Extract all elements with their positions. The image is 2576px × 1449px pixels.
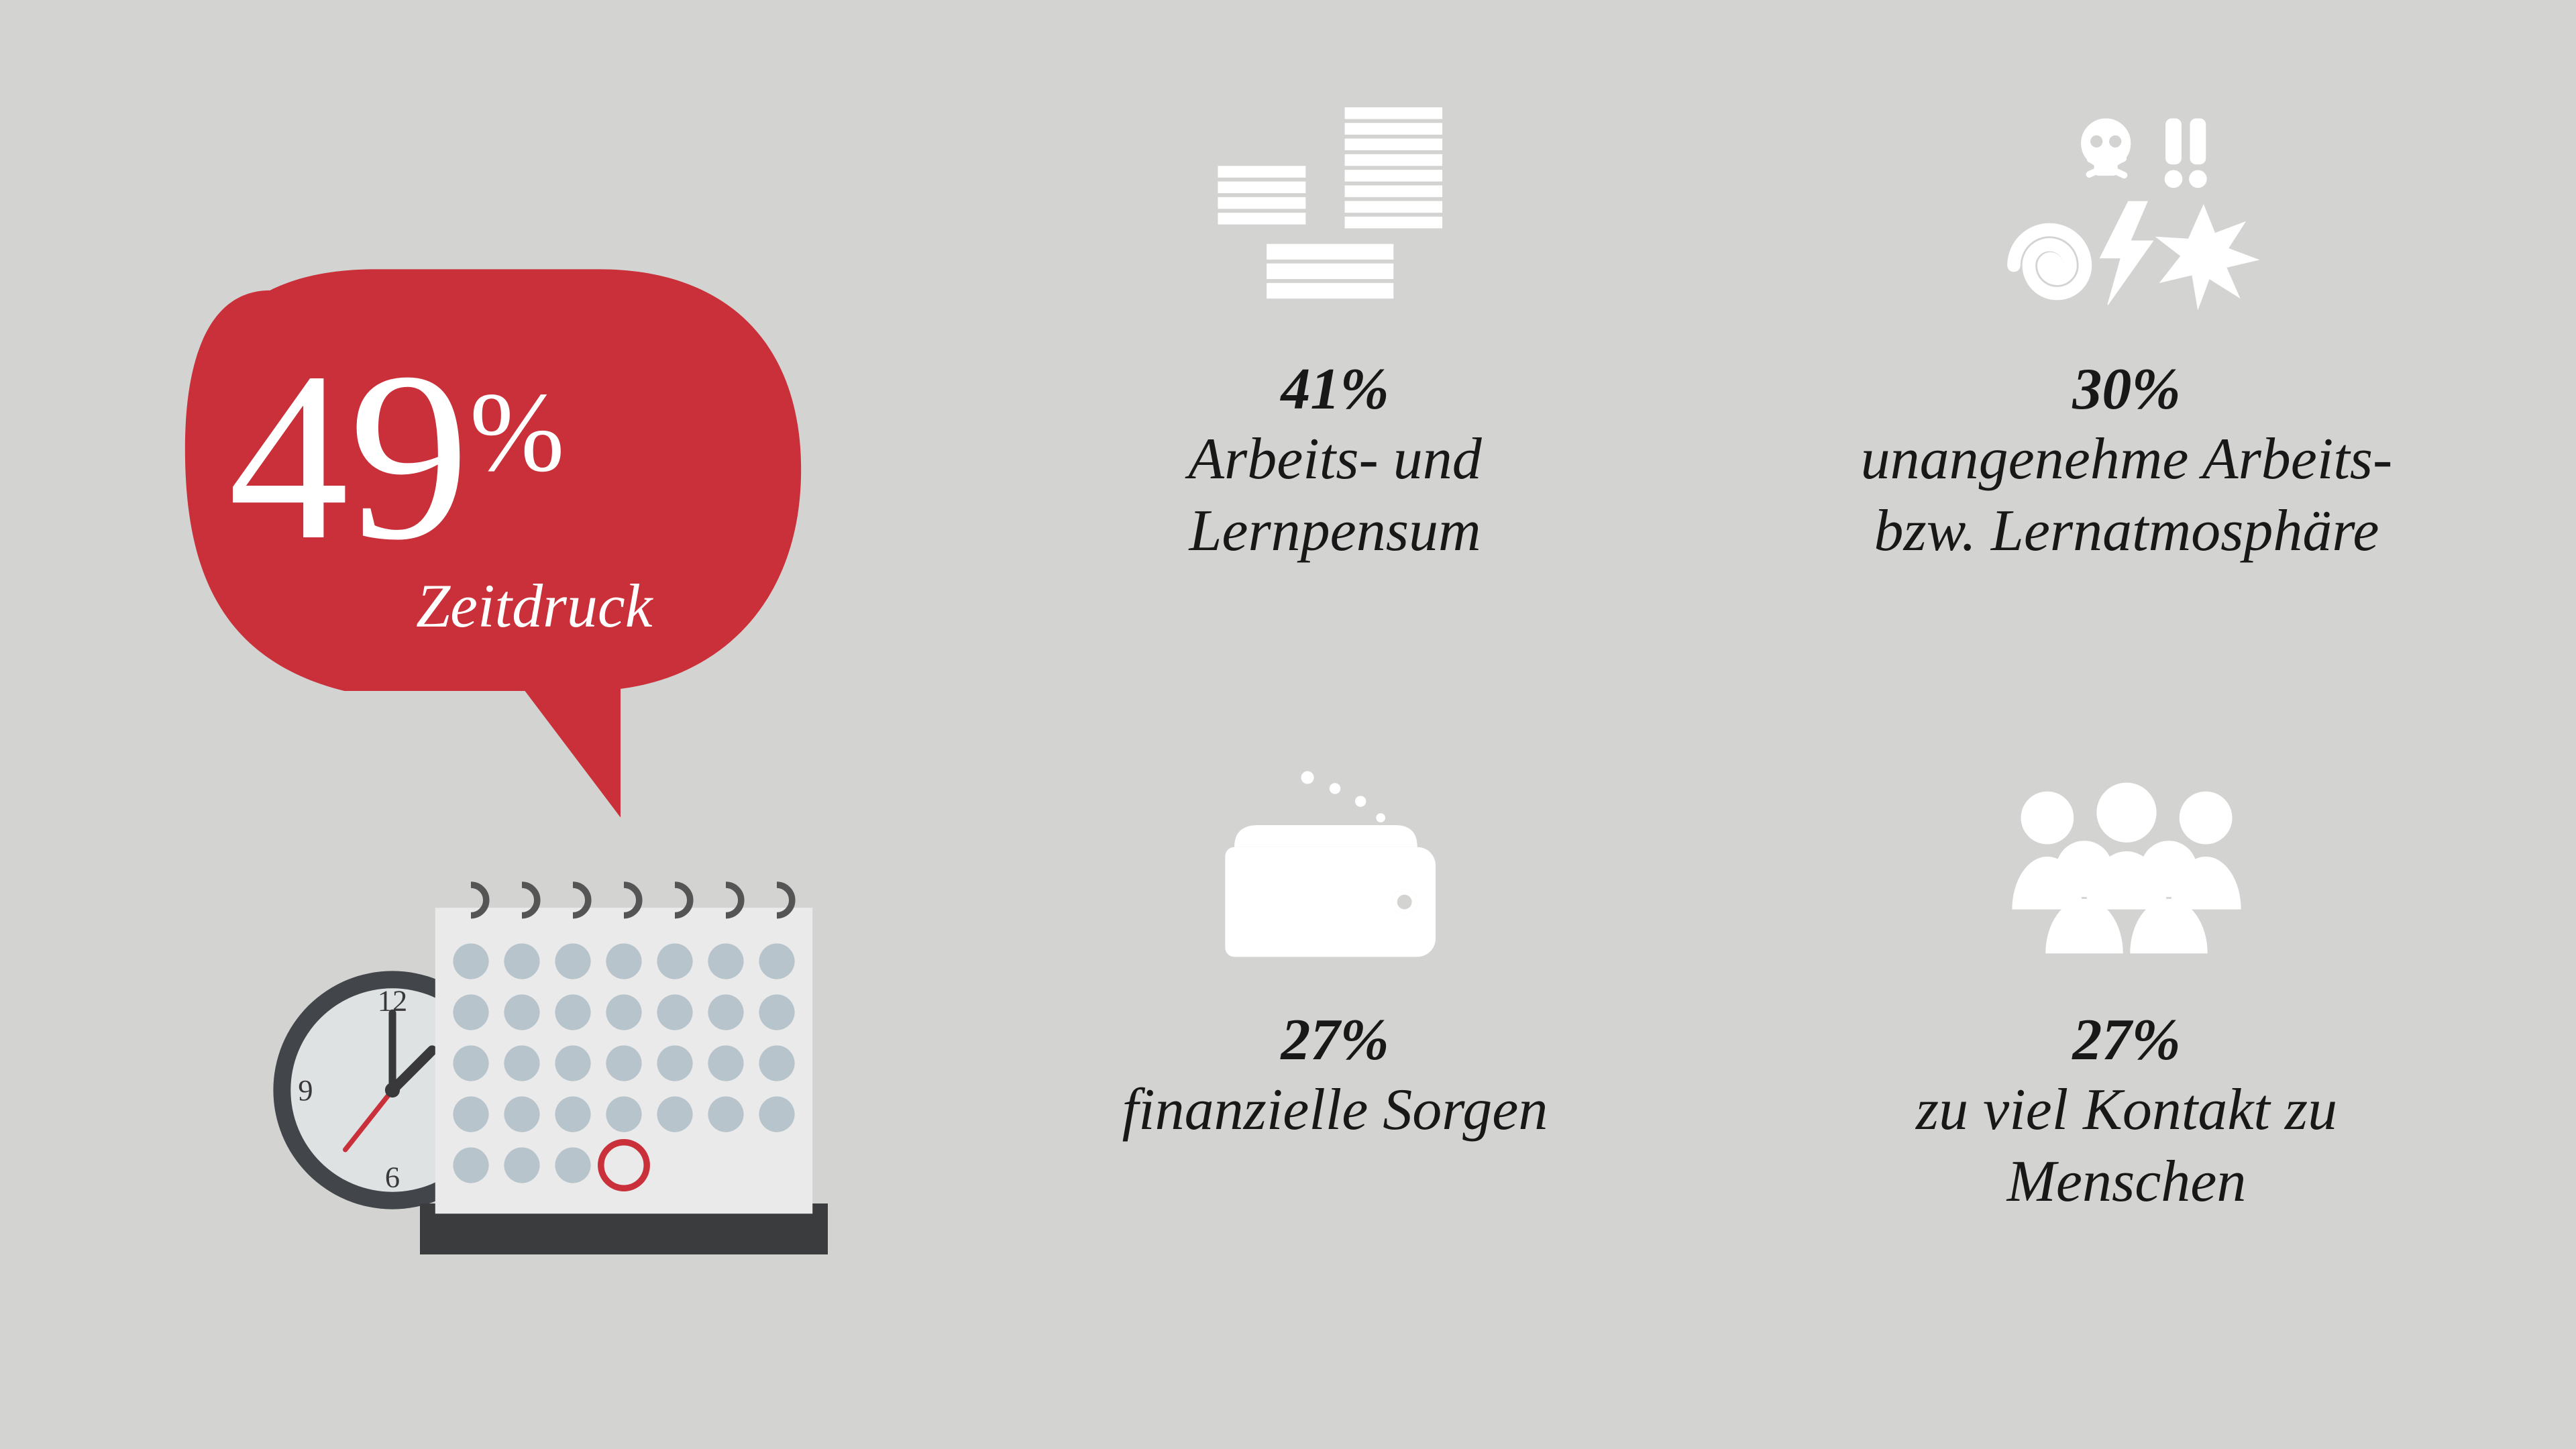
stat-percent: 27% <box>1281 1006 1389 1074</box>
stat-cell-people: 27% zu viel Kontakt zu Menschen <box>1751 731 2502 1355</box>
stat-percent: 41% <box>1281 356 1389 423</box>
frustration-icon <box>1986 101 2267 329</box>
main-label: Zeitdruck <box>416 570 745 641</box>
stat-label: finanzielle Sorgen <box>1122 1074 1548 1146</box>
stat-cell-workload: 41% Arbeits- und Lernpensum <box>959 80 1711 704</box>
main-percent-symbol: % <box>470 369 565 495</box>
paper-stacks-icon <box>1194 101 1476 329</box>
stat-label: Arbeits- und Lernpensum <box>1067 423 1603 568</box>
stat-cell-financial: 27% finanzielle Sorgen <box>959 731 1711 1355</box>
crowd-icon <box>1986 751 2267 979</box>
svg-text:6: 6 <box>385 1160 400 1193</box>
stat-label: zu viel Kontakt zu Menschen <box>1858 1074 2395 1218</box>
stats-grid: 41% Arbeits- und Lernpensum <box>959 80 2502 1355</box>
wallet-icon <box>1194 751 1476 979</box>
main-percent-number: 49 <box>228 322 470 590</box>
stat-percent: 27% <box>2072 1006 2180 1074</box>
stat-cell-atmosphere: 30% unangenehme Arbeits- bzw. Lernatmosp… <box>1751 80 2502 704</box>
calendar-icon <box>416 872 832 1254</box>
stat-label: unangenehme Arbeits- bzw. Lernatmosphäre <box>1858 423 2395 568</box>
main-stat-text: 49% Zeitdruck <box>228 335 745 641</box>
svg-text:9: 9 <box>298 1073 313 1107</box>
main-stat-area: 12 3 6 9 <box>148 248 919 1254</box>
stat-percent: 30% <box>2072 356 2180 423</box>
